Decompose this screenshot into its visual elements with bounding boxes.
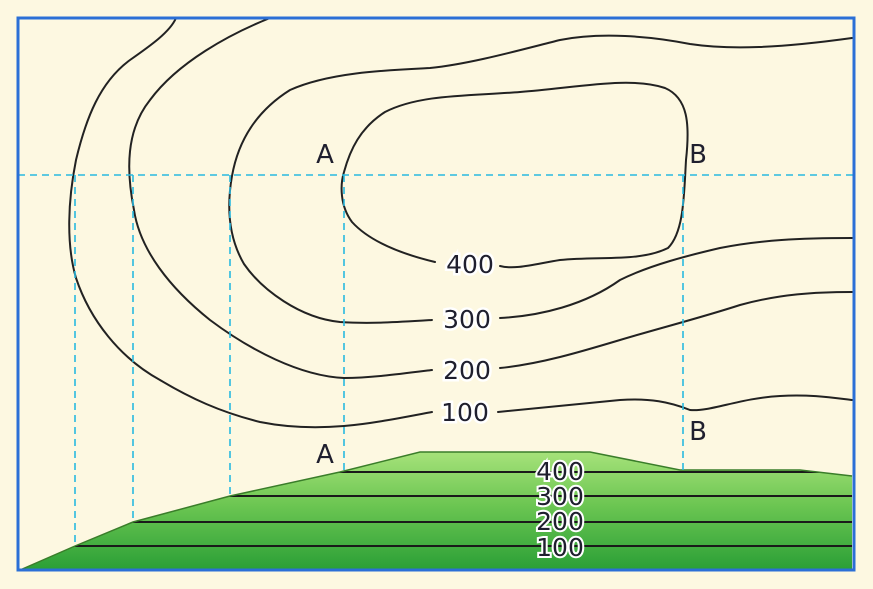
projection-guides: [18, 174, 854, 546]
contour-label-300: 300: [443, 305, 491, 334]
point-labels: A B A B: [316, 140, 707, 470]
contour-label-400: 400: [446, 250, 494, 279]
contour-line-300: [228, 34, 853, 324]
point-label-a-map: A: [316, 140, 334, 170]
profile-label-200: 200: [536, 507, 584, 536]
point-label-b-map: B: [689, 140, 707, 170]
contour-lines: [68, 17, 853, 429]
point-label-a-profile: A: [316, 440, 334, 470]
terrain-fill: [20, 452, 852, 570]
contour-line-200: [128, 17, 853, 379]
contour-labels: 400 300 200 100: [439, 248, 497, 430]
contour-label-200: 200: [443, 356, 491, 385]
contour-label-100: 100: [441, 398, 489, 427]
diagram-frame: [16, 16, 856, 572]
profile-labels: 400 300 200 100: [534, 455, 586, 564]
terrain-outline: [19, 451, 853, 571]
contour-line-100: [68, 17, 853, 429]
profile-label-300: 300: [536, 482, 584, 511]
contour-line-400: [340, 81, 689, 269]
profile-label-400: 400: [536, 457, 584, 486]
point-label-b-profile: B: [689, 417, 707, 447]
profile-label-100: 100: [536, 533, 584, 562]
